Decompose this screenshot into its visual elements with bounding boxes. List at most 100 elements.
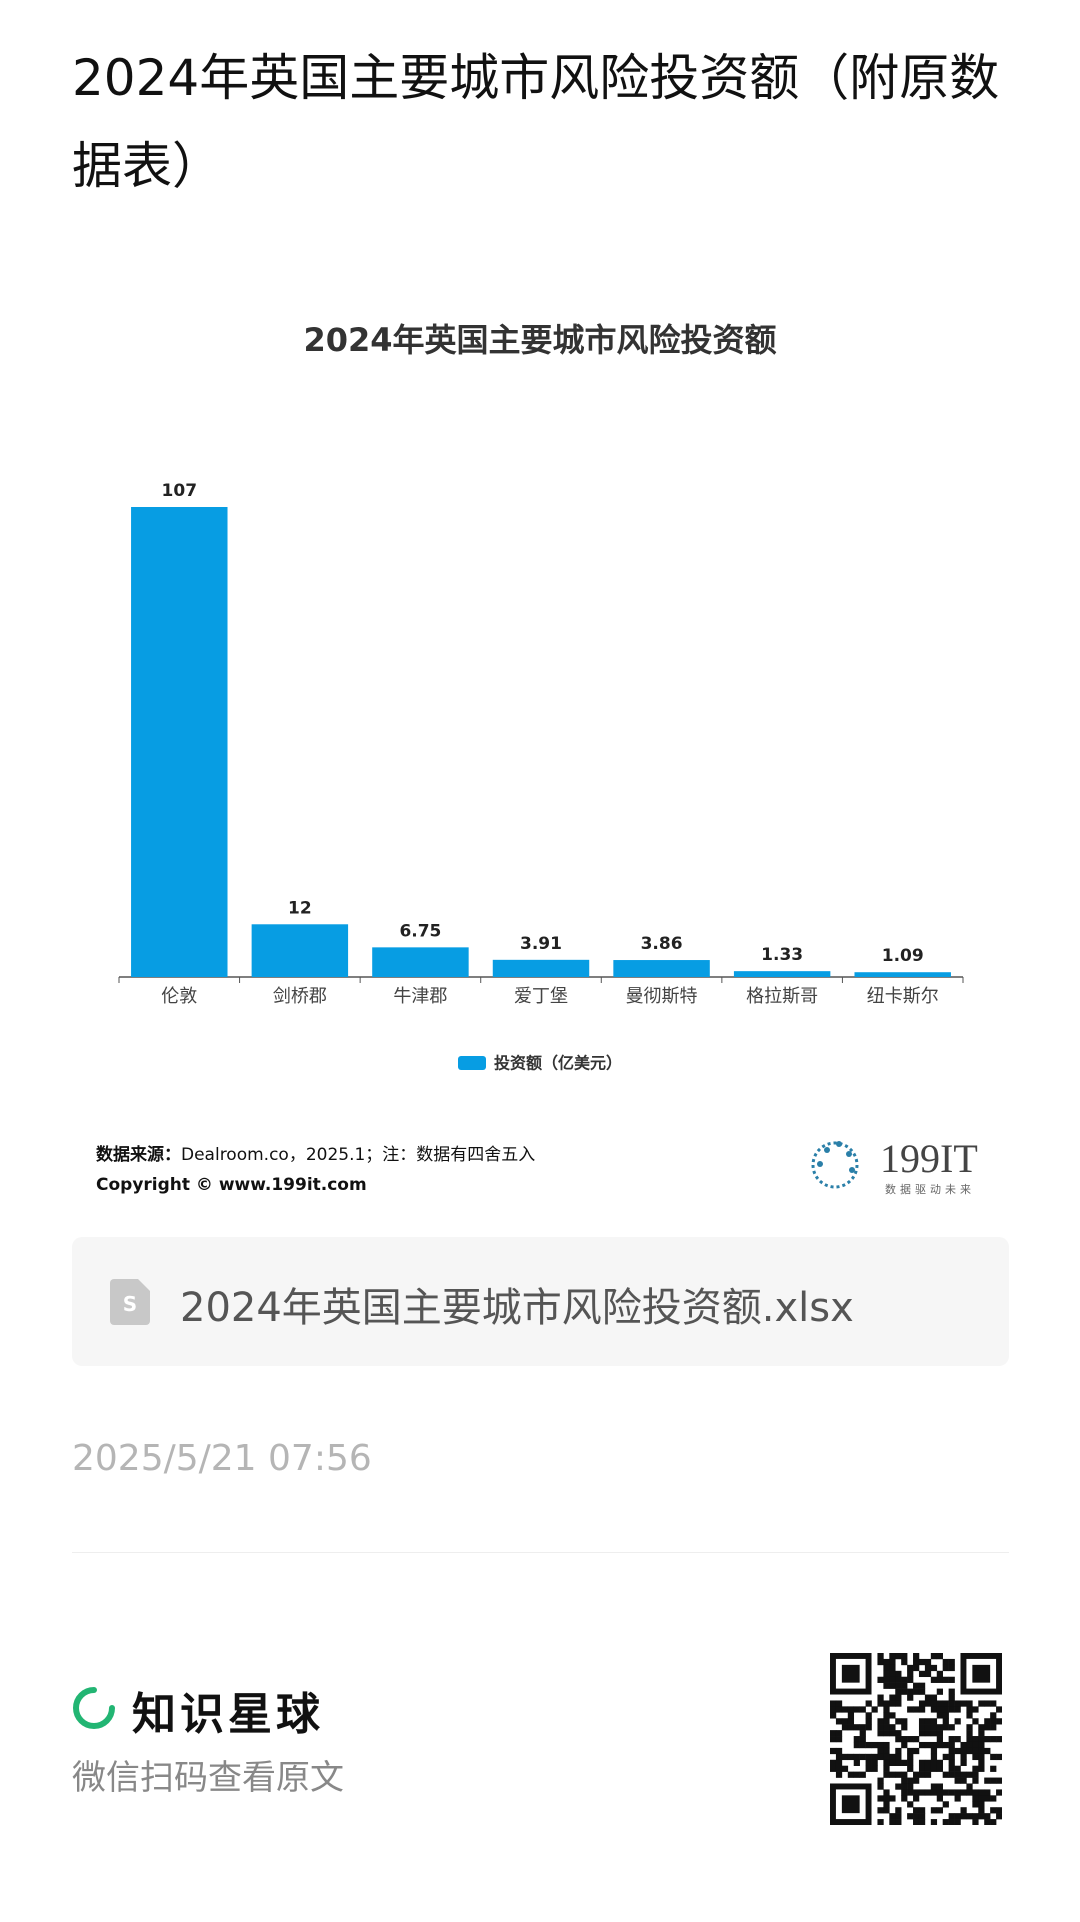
qr-cell	[895, 1700, 902, 1707]
qr-cell	[918, 1741, 926, 1749]
qr-cell	[913, 1747, 920, 1755]
qr-cell	[871, 1741, 878, 1749]
qr-cell	[948, 1813, 955, 1820]
qr-cell	[942, 1801, 949, 1808]
qr-cell	[930, 1819, 938, 1825]
qr-cell	[889, 1658, 896, 1666]
qr-cell	[936, 1700, 943, 1707]
qr-cell	[936, 1789, 943, 1796]
qr-cell	[918, 1682, 926, 1689]
qr-cell	[835, 1765, 843, 1772]
qr-cell	[889, 1712, 896, 1719]
qr-cell	[901, 1688, 908, 1695]
qr-cell	[960, 1771, 967, 1778]
qr-cell	[960, 1759, 967, 1766]
qr-cell	[984, 1813, 991, 1820]
qr-cell	[930, 1694, 938, 1701]
qr-cell	[930, 1759, 938, 1766]
qr-cell	[942, 1712, 949, 1719]
qr-cell	[830, 1759, 837, 1766]
qr-cell	[990, 1795, 997, 1802]
qr-cell	[978, 1753, 985, 1761]
qr-cell	[877, 1730, 884, 1737]
file-name: 2024年英国主要城市风险投资额.xlsx	[180, 1285, 854, 1331]
qr-cell	[835, 1747, 843, 1755]
qr-cell	[954, 1795, 961, 1802]
qr-cell	[895, 1670, 902, 1678]
qr-cell	[948, 1658, 955, 1666]
qr-cell	[853, 1771, 860, 1778]
qr-cell	[978, 1730, 985, 1737]
qr-cell	[942, 1741, 949, 1749]
qr-cell	[847, 1718, 855, 1725]
value-label: 12	[288, 898, 312, 918]
qr-cell	[889, 1795, 896, 1802]
qr-cell	[966, 1789, 973, 1796]
qr-cell	[936, 1712, 943, 1719]
qr-cell	[948, 1819, 955, 1825]
qr-cell	[924, 1771, 932, 1778]
qr-cell	[948, 1664, 955, 1672]
qr-cell	[966, 1724, 973, 1731]
qr-cell	[877, 1694, 884, 1701]
source-label: 数据来源：	[96, 1145, 181, 1165]
qr-code[interactable]	[830, 1653, 1002, 1825]
qr-cell	[954, 1747, 961, 1755]
page-title: 2024年英国主要城市风险投资额（附原数据表）	[72, 49, 1000, 195]
qr-cell	[954, 1771, 961, 1778]
qr-cell	[913, 1658, 920, 1666]
qr-cell	[883, 1771, 890, 1778]
qr-cell	[853, 1753, 860, 1761]
qr-cell	[889, 1682, 896, 1689]
attachment[interactable]: S 2024年英国主要城市风险投资额.xlsx	[72, 1237, 1009, 1366]
qr-cell	[901, 1676, 908, 1683]
qr-cell	[877, 1653, 884, 1660]
qr-cell	[924, 1658, 932, 1666]
x-tick-label: 纽卡斯尔	[867, 986, 939, 1007]
qr-cell	[918, 1765, 926, 1772]
qr-cell	[924, 1670, 932, 1678]
qr-cell	[972, 1706, 979, 1713]
qr-cell	[924, 1730, 932, 1737]
qr-finder	[972, 1664, 991, 1683]
qr-cell	[913, 1688, 920, 1695]
qr-cell	[913, 1653, 920, 1660]
bar	[854, 972, 951, 977]
qr-cell	[966, 1730, 973, 1737]
qr-cell	[942, 1718, 949, 1725]
qr-cell	[895, 1759, 902, 1766]
qr-cell	[913, 1664, 920, 1672]
qr-cell	[901, 1682, 908, 1689]
qr-cell	[865, 1700, 872, 1707]
qr-cell	[907, 1688, 914, 1695]
qr-cell	[913, 1795, 920, 1802]
qr-cell	[877, 1807, 884, 1814]
qr-cell	[966, 1706, 973, 1713]
qr-cell	[907, 1694, 914, 1701]
qr-cell	[978, 1807, 985, 1814]
qr-cell	[853, 1741, 860, 1749]
qr-cell	[924, 1789, 932, 1796]
chart-title: 2024年英国主要城市风险投资额	[303, 321, 776, 359]
qr-cell	[871, 1765, 878, 1772]
qr-cell	[948, 1694, 955, 1701]
qr-cell	[883, 1700, 890, 1707]
qr-cell	[883, 1706, 890, 1713]
qr-cell	[990, 1736, 997, 1743]
qr-cell	[859, 1771, 866, 1778]
bar	[733, 971, 831, 977]
qr-cell	[930, 1783, 938, 1790]
qr-cell	[877, 1819, 884, 1825]
qr-cell	[907, 1676, 914, 1683]
qr-cell	[936, 1736, 943, 1743]
qr-cell	[865, 1712, 872, 1719]
bar	[372, 947, 469, 977]
qr-cell	[901, 1789, 908, 1796]
qr-cell	[924, 1664, 932, 1672]
qr-cell	[853, 1724, 860, 1731]
qr-cell	[918, 1789, 926, 1796]
qr-cell	[948, 1724, 955, 1731]
qr-cell	[853, 1736, 860, 1743]
qr-cell	[883, 1765, 890, 1772]
qr-cell	[978, 1724, 985, 1731]
